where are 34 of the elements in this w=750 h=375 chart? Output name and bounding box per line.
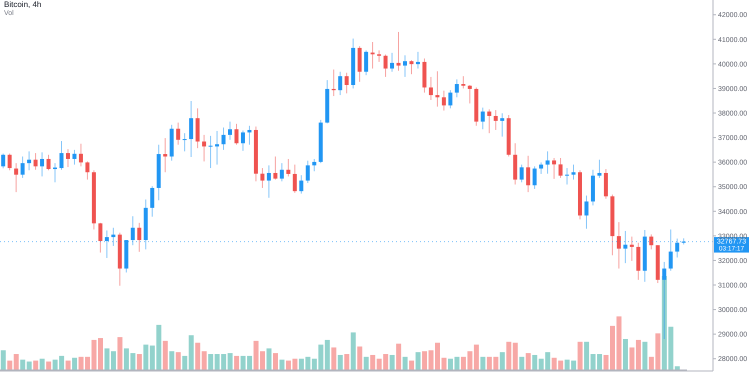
bar	[357, 346, 362, 370]
bar	[0, 350, 6, 370]
bar	[162, 340, 168, 370]
bar	[279, 360, 284, 370]
bar	[33, 360, 38, 370]
bar	[480, 356, 486, 370]
bar	[117, 337, 122, 370]
bar	[272, 353, 278, 370]
bar	[344, 354, 350, 370]
bar	[364, 356, 369, 370]
bar	[396, 344, 402, 370]
bar	[331, 347, 336, 370]
bar	[409, 360, 414, 370]
bar	[402, 356, 408, 370]
bar	[519, 356, 524, 370]
bar	[338, 354, 343, 370]
bar	[350, 332, 356, 370]
bar	[136, 354, 142, 370]
bar	[416, 352, 421, 370]
chart-title: Bitcoin, 4h	[4, 0, 42, 9]
bar	[526, 353, 531, 370]
bar	[169, 351, 174, 370]
bar	[266, 348, 272, 370]
bar	[40, 358, 45, 370]
bar	[72, 358, 78, 370]
bar	[390, 354, 395, 370]
bar	[176, 352, 181, 370]
bar	[66, 360, 71, 370]
bar	[234, 356, 240, 370]
bar	[46, 362, 52, 370]
bar	[578, 342, 583, 370]
bar	[642, 342, 648, 370]
bar	[622, 338, 628, 370]
bar	[500, 352, 505, 370]
